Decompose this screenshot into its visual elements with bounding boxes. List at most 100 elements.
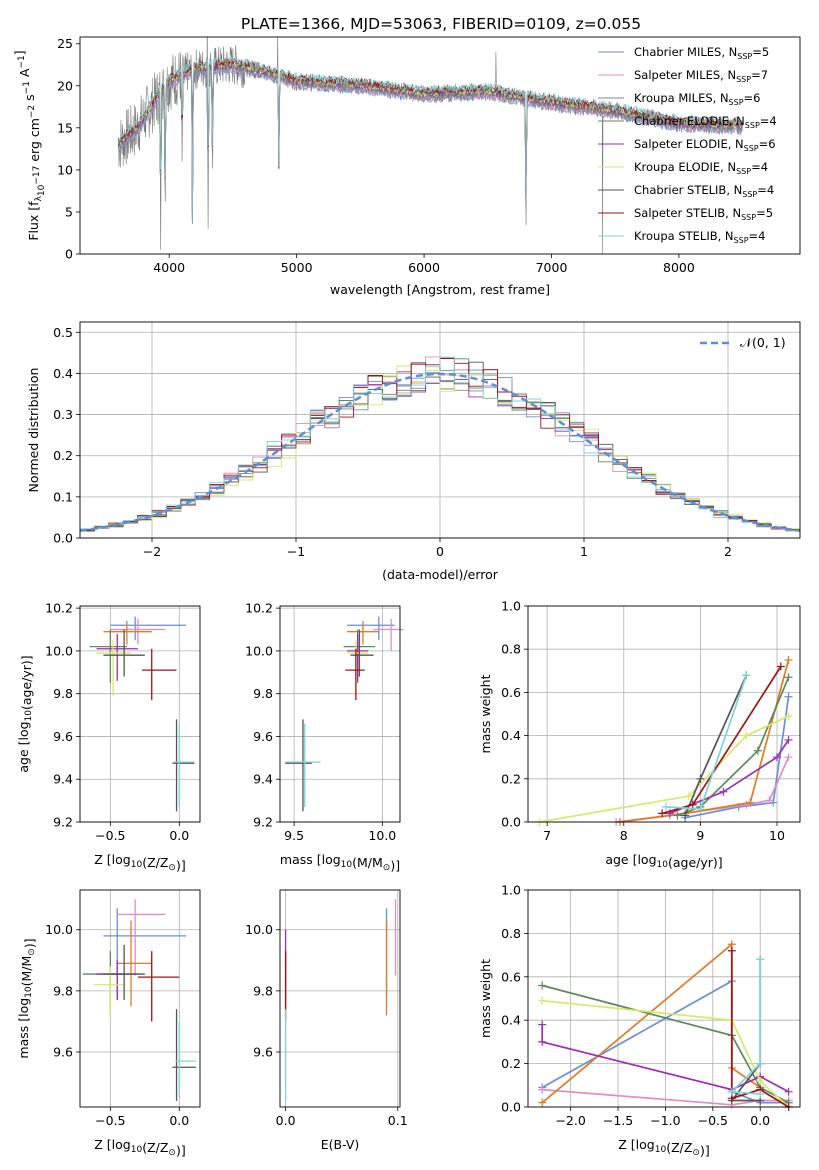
mass-weight-marker xyxy=(776,662,785,671)
x-tick-label: 7 xyxy=(543,828,551,843)
x-tick-label: −2.0 xyxy=(555,1113,585,1128)
mass-weight-marker xyxy=(784,692,793,701)
y-tick-label: 0.3 xyxy=(53,407,73,422)
y-axis-label: mass [log10(M/M⊙)] xyxy=(16,938,37,1058)
x-tick-label: 5000 xyxy=(281,260,313,275)
y-tick-label: 0.6 xyxy=(501,969,521,984)
mass-weight-marker xyxy=(773,753,782,762)
y-tick-label: 10 xyxy=(57,162,73,177)
mass-weight-marker xyxy=(696,805,705,814)
y-tick-label: 0 xyxy=(65,247,73,262)
figure-title: PLATE=1366, MJD=53063, FIBERID=0109, z=0… xyxy=(241,15,641,33)
residual-histogram xyxy=(80,361,800,532)
x-tick-label: 10 xyxy=(769,828,785,843)
y-tick-label: 0.0 xyxy=(501,1100,521,1115)
y-tick-label: 9.2 xyxy=(53,815,73,830)
y-tick-label: 0.6 xyxy=(501,685,521,700)
mass-weight-marker xyxy=(756,1076,765,1085)
mass-weight-line xyxy=(542,999,790,1108)
axes-frame xyxy=(527,889,801,1108)
legend-label: Kroupa MILES, NSSP=6 xyxy=(634,91,760,107)
mass-weight-marker xyxy=(696,774,705,783)
x-axis-label: Z [log10(Z/Z⊙)] xyxy=(618,1137,709,1158)
x-tick-label: −1.5 xyxy=(603,1113,633,1128)
y-tick-label: 9.4 xyxy=(53,772,73,787)
y-tick-label: 9.6 xyxy=(253,729,273,744)
x-tick-label: 6000 xyxy=(408,260,440,275)
y-tick-label: 1.0 xyxy=(501,599,521,614)
mass-weight-line xyxy=(729,959,762,1095)
axes-frame xyxy=(79,889,201,1108)
mass-weight-marker xyxy=(742,731,751,740)
mass-weight-marker xyxy=(784,656,793,664)
mass-weight-marker xyxy=(742,671,751,680)
y-axis-label: mass weight xyxy=(478,959,493,1038)
mass-weight-marker xyxy=(784,673,793,682)
x-tick-label: −1.0 xyxy=(650,1113,680,1128)
mass-weight-marker xyxy=(756,955,765,964)
mass-weight-marker xyxy=(688,800,697,809)
x-axis-label: Z [log10(Z/Z⊙)] xyxy=(94,1137,185,1158)
residual-histogram xyxy=(80,356,800,531)
y-tick-label: 10.0 xyxy=(45,922,73,937)
y-tick-label: 9.8 xyxy=(53,983,73,998)
x-tick-label: −1 xyxy=(287,544,305,559)
y-tick-label: 0.4 xyxy=(501,728,521,743)
legend-label: Salpeter STELIB, NSSP=5 xyxy=(634,206,773,222)
y-tick-label: 10.0 xyxy=(245,643,273,658)
mass-weight-line xyxy=(541,942,761,1104)
mass-weight-marker xyxy=(784,1087,793,1096)
spectrum-model-line xyxy=(117,59,743,223)
mass-weight-marker xyxy=(538,1037,547,1046)
mass-weight-marker xyxy=(753,746,762,755)
y-tick-label: 1.0 xyxy=(501,883,521,898)
y-tick-label: 9.2 xyxy=(253,815,273,830)
legend-label: Kroupa ELODIE, NSSP=4 xyxy=(634,160,768,176)
x-axis-label: age [log10(age/yr)] xyxy=(605,852,722,870)
y-tick-label: 0.2 xyxy=(501,771,521,786)
y-tick-label: 0.5 xyxy=(53,325,73,340)
mass-weight-marker xyxy=(538,1020,547,1029)
y-tick-label: 10.0 xyxy=(45,643,73,658)
axes-frame xyxy=(527,605,801,823)
mass-weight-line xyxy=(619,659,790,823)
legend-label: Chabrier ELODIE, NSSP=4 xyxy=(634,114,777,130)
legend-label: Kroupa STELIB, NSSP=4 xyxy=(634,229,765,245)
mass-weight-marker xyxy=(673,811,682,820)
mass-weight-line xyxy=(677,676,790,817)
y-tick-label: 20 xyxy=(57,78,73,93)
x-axis-label: Z [log10(Z/Z⊙)] xyxy=(94,852,185,873)
x-axis-label: mass [log10(M/M⊙)] xyxy=(280,852,400,873)
x-tick-label: 0.1 xyxy=(388,1113,408,1128)
x-tick-label: −0.5 xyxy=(698,1113,728,1128)
y-tick-label: 5 xyxy=(65,204,73,219)
y-tick-label: 0.2 xyxy=(53,448,73,463)
x-axis-label: E(B-V) xyxy=(321,1137,360,1152)
x-tick-label: 0.0 xyxy=(169,828,189,843)
axes-frame xyxy=(79,605,201,823)
y-axis-label: Normed distribution xyxy=(26,368,41,493)
normal-curve xyxy=(79,372,801,533)
y-tick-label: 9.8 xyxy=(253,983,273,998)
y-tick-label: 0.2 xyxy=(501,1056,521,1071)
mass-weight-marker xyxy=(538,1098,547,1107)
axes-frame xyxy=(79,36,801,255)
x-axis-label: (data-model)/error xyxy=(382,567,499,582)
y-tick-label: 0.4 xyxy=(53,366,73,381)
y-tick-label: 15 xyxy=(57,120,73,135)
y-tick-label: 9.6 xyxy=(53,729,73,744)
x-tick-label: −0.5 xyxy=(95,1113,125,1128)
mass-weight-marker xyxy=(681,811,690,820)
x-axis-label: wavelength [Angstrom, rest frame] xyxy=(330,282,550,297)
mass-weight-line xyxy=(730,950,790,1108)
mass-weight-marker xyxy=(658,809,667,818)
mass-weight-marker xyxy=(684,792,693,801)
legend-label: 𝒩(0, 1) xyxy=(740,335,786,350)
spectrum-model-line xyxy=(117,56,743,224)
spectrum-model-line xyxy=(117,63,743,225)
y-axis-label: mass weight xyxy=(478,674,493,753)
mass-weight-marker xyxy=(719,787,728,796)
y-tick-label: 0.8 xyxy=(501,642,521,657)
mass-weight-marker xyxy=(784,735,793,744)
